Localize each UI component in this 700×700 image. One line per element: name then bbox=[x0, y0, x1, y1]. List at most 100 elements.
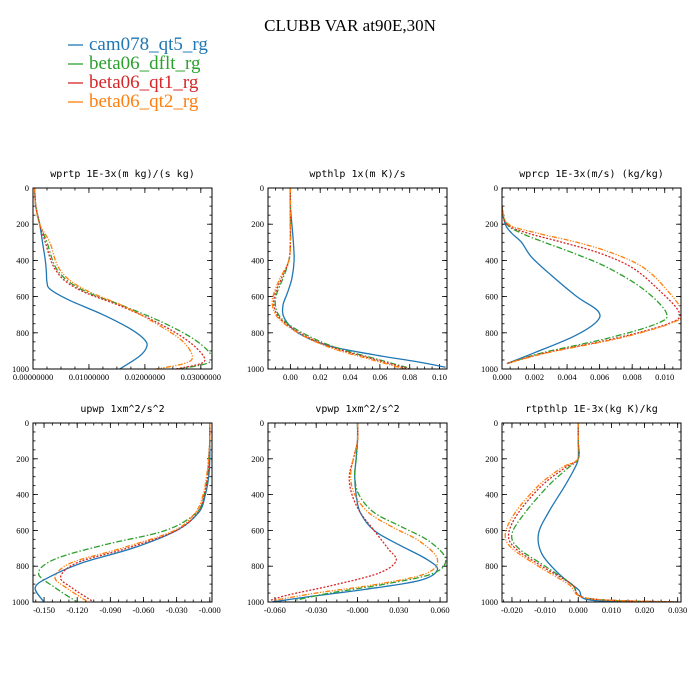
panel-title: wprcp 1E-3x(m/s) (kg/kg) bbox=[519, 169, 664, 180]
y-tick-label: 400 bbox=[251, 255, 264, 265]
panel-6: rtpthlp 1E-3x(kg K)/kg02004006008001000-… bbox=[481, 404, 687, 615]
y-tick-label: 200 bbox=[251, 219, 264, 229]
x-tick-label: 0.010 bbox=[602, 605, 621, 615]
series-line-beta06_dflt_rg bbox=[511, 423, 678, 602]
y-tick-label: 200 bbox=[16, 219, 29, 229]
y-tick-label: 600 bbox=[251, 525, 264, 535]
legend-label: beta06_qt1_rg bbox=[89, 72, 199, 93]
x-tick-label: 0.000 bbox=[569, 605, 588, 615]
y-tick-label: 400 bbox=[485, 490, 498, 500]
series-group bbox=[34, 423, 211, 602]
y-tick-label: 0 bbox=[260, 418, 264, 428]
series-line-beta06_qt2_rg bbox=[274, 423, 439, 601]
legend-label: cam078_qt5_rg bbox=[89, 34, 208, 55]
y-tick-label: 400 bbox=[16, 255, 29, 265]
y-tick-label: 800 bbox=[16, 328, 29, 338]
x-tick-label: -0.030 bbox=[166, 605, 188, 615]
series-line-cam078_qt5_rg bbox=[34, 188, 148, 369]
legend-label: beta06_dflt_rg bbox=[89, 53, 201, 74]
x-tick-label: -0.020 bbox=[501, 605, 523, 615]
series-line-cam078_qt5_rg bbox=[34, 423, 211, 602]
panel-4: upwp 1xm^2/s^2 0 200 400 600 800 1000 -0.150 -0.… bbox=[12, 404, 221, 615]
panel-5: vpwp 1xm^2/s^2 0 200 400 600 800 1000-0.060 -0.… bbox=[247, 404, 450, 615]
x-tick-label: -0.150 bbox=[33, 605, 55, 615]
legend-label: beta06_qt2_rg bbox=[89, 91, 199, 112]
series-line-beta06_qt2_rg bbox=[271, 188, 406, 369]
y-tick-label: 0 bbox=[25, 183, 29, 193]
y-tick-label: 1000 bbox=[12, 364, 29, 374]
legend-entry: beta06_dflt_rg bbox=[68, 53, 201, 74]
x-tick-label: 0.020 bbox=[635, 605, 654, 615]
x-tick-label: -0.000 bbox=[199, 605, 221, 615]
x-tick-label: -0.010 bbox=[534, 605, 556, 615]
y-tick-label: 200 bbox=[16, 454, 29, 464]
panel-1: wprtp 1E-3x(m kg)/(s kg) 0 200 400 600 800 100… bbox=[12, 169, 221, 382]
panels: wprtp 1E-3x(m kg)/(s kg) 0 200 400 600 800 100… bbox=[12, 169, 687, 615]
x-tick-label: -0.060 bbox=[133, 605, 155, 615]
y-tick-label: 600 bbox=[16, 525, 29, 535]
x-tick-label: -0.060 bbox=[264, 605, 286, 615]
x-tick-label: 0.000 bbox=[492, 372, 511, 382]
legend-entry: beta06_qt2_rg bbox=[68, 91, 199, 112]
y-tick-label: 200 bbox=[251, 454, 264, 464]
panel-frame bbox=[501, 422, 682, 603]
panel-frame bbox=[267, 422, 448, 603]
x-tick-label: 0.030 bbox=[389, 605, 408, 615]
panel-frame bbox=[267, 187, 448, 370]
y-tick-label: 800 bbox=[485, 561, 498, 571]
y-tick-label: 1000 bbox=[247, 364, 264, 374]
x-tick-label: 0.02 bbox=[313, 372, 328, 382]
series-group bbox=[271, 188, 446, 369]
x-tick-label: -0.120 bbox=[66, 605, 88, 615]
series-group bbox=[270, 423, 447, 602]
legend-entry: cam078_qt5_rg bbox=[68, 34, 208, 55]
y-tick-label: 1000 bbox=[12, 597, 29, 607]
x-tick-label: 0.00000000 bbox=[13, 372, 53, 382]
panel-frame bbox=[501, 187, 682, 370]
x-tick-label: 0.03000000 bbox=[181, 372, 221, 382]
legend: cam078_qt5_rgbeta06_dflt_rgbeta06_qt1_rg… bbox=[68, 34, 208, 112]
x-tick-label: 0.04 bbox=[343, 372, 359, 382]
y-tick-label: 800 bbox=[251, 328, 264, 338]
x-tick-label: 0.004 bbox=[558, 372, 578, 382]
panel-title: vpwp 1xm^2/s^2 bbox=[315, 404, 399, 415]
panel-title: wpthlp 1x(m K)/s bbox=[309, 169, 405, 180]
series-line-cam078_qt5_rg bbox=[502, 188, 601, 365]
series-line-beta06_qt1_rg bbox=[59, 423, 211, 602]
y-tick-label: 400 bbox=[485, 255, 498, 265]
y-tick-label: 800 bbox=[485, 328, 498, 338]
x-tick-label: 0.00 bbox=[283, 372, 298, 382]
y-tick-label: 600 bbox=[485, 525, 498, 535]
panel-frame bbox=[32, 422, 213, 603]
y-tick-label: 200 bbox=[485, 219, 498, 229]
series-group bbox=[504, 423, 678, 602]
series-group bbox=[34, 188, 212, 369]
y-tick-label: 400 bbox=[16, 490, 29, 500]
series-line-beta06_dflt_rg bbox=[37, 423, 211, 602]
y-tick-label: 200 bbox=[485, 454, 498, 464]
series-line-beta06_qt2_rg bbox=[54, 423, 211, 602]
y-tick-label: 0 bbox=[494, 418, 498, 428]
x-tick-label: 0.01000000 bbox=[69, 372, 109, 382]
series-line-beta06_qt2_rg bbox=[34, 188, 194, 369]
y-tick-label: 1000 bbox=[247, 597, 264, 607]
series-line-beta06_qt1_rg bbox=[502, 188, 681, 365]
panel-frame bbox=[32, 187, 213, 370]
y-tick-label: 600 bbox=[485, 292, 498, 302]
y-tick-label: 800 bbox=[251, 561, 264, 571]
panel-title: wprtp 1E-3x(m kg)/(s kg) bbox=[50, 169, 195, 180]
x-tick-label: 0.08 bbox=[402, 372, 417, 382]
figure-title: CLUBB VAR at90E,30N bbox=[264, 16, 436, 35]
x-tick-label: 0.006 bbox=[590, 372, 609, 382]
y-tick-label: 600 bbox=[251, 292, 264, 302]
y-tick-label: 0 bbox=[25, 418, 29, 428]
x-tick-label: -0.000 bbox=[347, 605, 369, 615]
x-tick-label: 0.02000000 bbox=[125, 372, 165, 382]
legend-entry: beta06_qt1_rg bbox=[68, 72, 199, 93]
y-tick-label: 0 bbox=[260, 183, 264, 193]
x-tick-label: 0.008 bbox=[623, 372, 642, 382]
series-line-beta06_qt1_rg bbox=[34, 188, 206, 369]
x-tick-label: 0.10 bbox=[432, 372, 447, 382]
panel-3: wprcp 1E-3x(m/s) (kg/kg) 0 200 400 600 800 100… bbox=[481, 169, 682, 382]
series-line-beta06_qt2_rg bbox=[502, 188, 681, 365]
